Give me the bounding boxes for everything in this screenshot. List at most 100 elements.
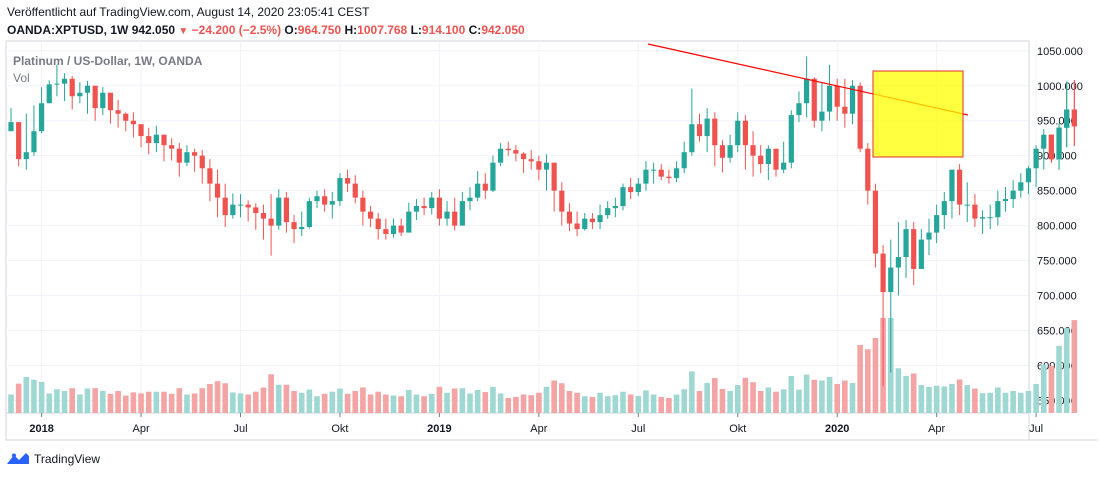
candle-body xyxy=(628,187,634,193)
volume-bar xyxy=(536,392,542,413)
volume-bar xyxy=(865,349,871,413)
candle-body xyxy=(467,197,473,202)
volume-bar xyxy=(658,396,665,413)
volume-bar xyxy=(107,393,114,413)
volume-bar xyxy=(77,394,83,413)
candle-body xyxy=(100,92,106,109)
volume-bar xyxy=(650,394,657,413)
volume-bar xyxy=(949,384,955,413)
candle-body xyxy=(123,113,129,121)
candle-body xyxy=(375,218,381,230)
volume-bar xyxy=(451,388,458,413)
candle-body xyxy=(750,145,756,156)
candle-body xyxy=(941,201,947,216)
volume-bar xyxy=(406,389,412,413)
y-tick-label: 700.000 xyxy=(1037,291,1077,303)
volume-bar xyxy=(872,338,879,413)
candle-body xyxy=(1071,109,1077,127)
candle-body xyxy=(804,78,810,104)
candle-body xyxy=(773,148,779,170)
volume-bar xyxy=(895,368,902,413)
candle-body xyxy=(696,124,703,137)
candle-body xyxy=(826,85,833,112)
candle-body xyxy=(1018,182,1024,191)
candle-body xyxy=(1056,127,1062,160)
candle-body xyxy=(352,183,358,198)
candle-body xyxy=(283,197,289,223)
close-value: 942.050 xyxy=(481,23,525,37)
candle-body xyxy=(673,168,680,179)
candle-body xyxy=(192,152,198,156)
volume-bar xyxy=(268,374,274,413)
volume-bar xyxy=(1071,320,1078,413)
x-tick-label: 2019 xyxy=(427,423,451,435)
volume-bar xyxy=(1018,392,1024,413)
candle-body xyxy=(979,217,986,219)
candle-body xyxy=(8,122,14,132)
candle-body xyxy=(390,225,397,234)
candle-body xyxy=(589,218,595,223)
candle-body xyxy=(582,218,588,230)
candle-body xyxy=(230,204,236,216)
volume-bar xyxy=(61,391,68,413)
volume-bar xyxy=(306,389,313,413)
candle-body xyxy=(1025,168,1032,183)
volume-bar xyxy=(941,386,948,413)
candle-body xyxy=(268,218,274,226)
candle-body xyxy=(811,78,817,121)
candle-body xyxy=(436,197,442,219)
volume-bar xyxy=(298,392,305,413)
volume-bar xyxy=(635,395,642,413)
volume-bar xyxy=(727,391,733,413)
volume-bar xyxy=(734,385,741,413)
candle-body xyxy=(605,208,611,216)
volume-bar xyxy=(903,375,909,413)
volume-bar xyxy=(513,396,519,413)
volume-bar xyxy=(444,392,450,413)
x-tick-label: Apr xyxy=(928,423,945,435)
candle-body xyxy=(253,207,259,214)
candle-body xyxy=(1048,134,1054,160)
volume-bar xyxy=(620,391,626,413)
volume-bar xyxy=(918,385,925,413)
candle-body xyxy=(46,84,52,104)
x-tick-label: Okt xyxy=(331,423,348,435)
open-value: 964.750 xyxy=(297,23,342,37)
candle-body xyxy=(360,197,366,212)
candle-body xyxy=(819,111,825,121)
candle-body xyxy=(92,85,98,109)
volume-bar xyxy=(505,398,512,413)
candle-body xyxy=(926,232,932,240)
volume-bar xyxy=(910,373,917,413)
volume-bar xyxy=(528,395,534,413)
volume-bar xyxy=(811,379,818,413)
candle-body xyxy=(337,178,343,202)
y-tick-label: 850.000 xyxy=(1037,186,1077,198)
candle-body xyxy=(834,85,840,107)
volume-bar xyxy=(742,377,749,413)
volume-bar xyxy=(757,391,764,413)
candle-body xyxy=(429,197,435,209)
volume-bar xyxy=(275,384,282,413)
x-tick-label: 2018 xyxy=(29,423,53,435)
candle-body xyxy=(367,211,374,219)
volume-bar xyxy=(689,371,695,413)
candle-body xyxy=(1010,190,1016,200)
candle-body xyxy=(498,148,504,163)
volume-bar xyxy=(390,395,397,413)
candle-body xyxy=(421,206,427,209)
candle-body xyxy=(222,197,228,216)
volume-bar xyxy=(383,394,389,413)
candle-body xyxy=(276,197,282,226)
volume-bar xyxy=(69,388,75,413)
candle-body xyxy=(444,211,450,219)
candle-body xyxy=(16,122,22,160)
candle-body xyxy=(329,201,335,205)
candle-body xyxy=(949,169,955,202)
candle-body xyxy=(911,229,917,269)
candle-body xyxy=(61,78,68,84)
volume-bar xyxy=(253,391,259,413)
volume-bar xyxy=(199,388,206,413)
tradingview-logo[interactable]: TradingView xyxy=(6,452,100,466)
